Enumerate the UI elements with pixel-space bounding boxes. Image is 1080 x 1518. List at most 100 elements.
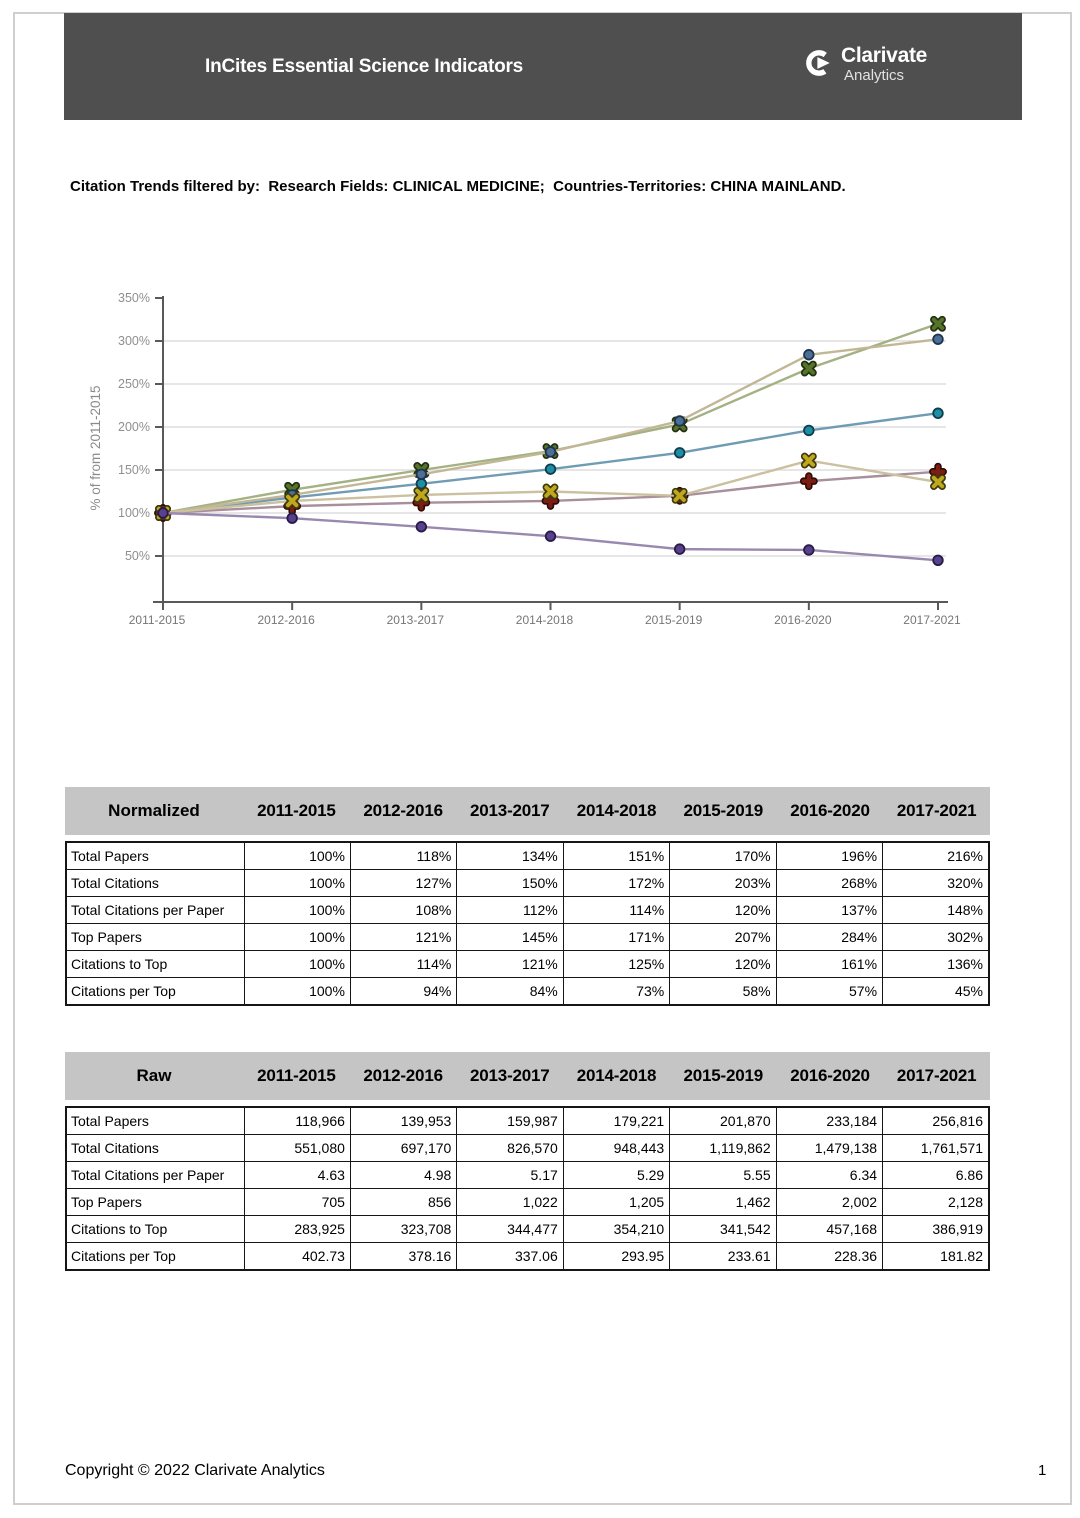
row-label: Total Papers xyxy=(65,841,245,870)
copyright-text: Copyright © 2022 Clarivate Analytics xyxy=(65,1462,325,1479)
year-column-header: 2015-2019 xyxy=(683,1066,763,1085)
table-row: Total Papers 100% 118% 134% 151% 170% 196% 216% xyxy=(65,841,990,870)
brand-text: Clarivate Analytics xyxy=(841,44,928,85)
clarivate-logo: Clarivate Analytics xyxy=(804,45,927,84)
cell-value: 112% xyxy=(456,896,564,924)
table-row: Total Citations per Paper 4.63 4.98 5.17 5.2… xyxy=(65,1161,990,1189)
brand-name: Clarivate xyxy=(841,44,928,67)
cell-value: 354,210 xyxy=(562,1215,671,1243)
filter-description: Citation Trends filtered by: Research Fi… xyxy=(70,178,846,195)
cell-value: 121% xyxy=(349,923,458,951)
svg-text:2011-2015: 2011-2015 xyxy=(129,613,186,627)
cell-value: 337.06 xyxy=(456,1242,564,1271)
app-title: InCites Essential Science Indicators xyxy=(205,56,524,77)
cell-value: 58% xyxy=(669,977,777,1006)
year-column-header: 2013-2017 xyxy=(470,1066,550,1085)
svg-text:100%: 100% xyxy=(118,506,150,520)
cell-value: 302% xyxy=(882,923,990,951)
cell-value: 2,002 xyxy=(775,1188,884,1216)
cell-value: 148% xyxy=(882,896,990,924)
cell-value: 118,966 xyxy=(243,1106,351,1135)
cell-value: 161% xyxy=(775,950,884,978)
cell-value: 201,870 xyxy=(669,1106,777,1135)
row-label: Total Citations xyxy=(65,1134,245,1162)
cell-value: 120% xyxy=(669,896,777,924)
cell-value: 100% xyxy=(243,841,351,870)
table-row: Citations per Top 402.73 378.16 337.06 293.9… xyxy=(65,1242,990,1271)
svg-text:200%: 200% xyxy=(118,420,150,434)
cell-value: 207% xyxy=(669,923,777,951)
clarivate-logo-icon xyxy=(806,50,832,76)
header-bar: InCites Essential Science Indicators Cla… xyxy=(64,13,1022,120)
cell-value: 386,919 xyxy=(882,1215,990,1243)
year-column-header: 2014-2018 xyxy=(576,801,657,820)
svg-text:150%: 150% xyxy=(118,463,150,477)
cell-value: 127% xyxy=(349,869,458,897)
svg-text:250%: 250% xyxy=(118,377,150,391)
cell-value: 256,816 xyxy=(882,1106,990,1135)
row-label: Top Papers xyxy=(65,923,245,951)
year-column-header: 2012-2016 xyxy=(363,1066,443,1085)
cell-value: 125% xyxy=(562,950,671,978)
cell-value: 170% xyxy=(669,841,777,870)
cell-value: 100% xyxy=(243,923,351,951)
row-label: Citations to Top xyxy=(65,950,245,978)
cell-value: 856 xyxy=(349,1188,458,1216)
table-title: Raw xyxy=(136,1066,172,1085)
table-row: Citations per Top 100% 94% 84% 73% 58% 57% 45% xyxy=(65,977,990,1006)
cell-value: 323,708 xyxy=(349,1215,458,1243)
table-row: Top Papers 705 856 1,022 1,205 1,462 2,002 2,12… xyxy=(65,1188,990,1216)
cell-value: 293.95 xyxy=(562,1242,671,1271)
svg-text:2014-2018: 2014-2018 xyxy=(516,613,574,627)
cell-value: 45% xyxy=(882,977,990,1006)
cell-value: 705 xyxy=(243,1188,351,1216)
cell-value: 228.36 xyxy=(775,1242,884,1271)
cell-value: 136% xyxy=(882,950,990,978)
cell-value: 948,443 xyxy=(562,1134,671,1162)
series-citations-to-top xyxy=(155,452,946,521)
cell-value: 5.17 xyxy=(456,1161,564,1189)
cell-value: 179,221 xyxy=(562,1106,671,1135)
cell-value: 137% xyxy=(775,896,884,924)
cell-value: 1,462 xyxy=(669,1188,777,1216)
table-row: Citations to Top 283,925 323,708 344,477 354… xyxy=(65,1215,990,1243)
cell-value: 114% xyxy=(562,896,671,924)
brand-sub: Analytics xyxy=(844,67,905,84)
page-border-frame xyxy=(13,12,1072,1505)
year-column-header: 2014-2018 xyxy=(576,1066,657,1085)
table-row: Total Papers 118,966 139,953 159,987 179,221… xyxy=(65,1106,990,1135)
row-label: Citations per Top xyxy=(65,1242,245,1271)
cell-value: 150% xyxy=(456,869,564,897)
cell-value: 697,170 xyxy=(349,1134,458,1162)
year-column-header: 2015-2019 xyxy=(683,801,763,820)
cell-value: 100% xyxy=(243,950,351,978)
svg-text:2013-2017: 2013-2017 xyxy=(387,613,445,627)
cell-value: 5.29 xyxy=(562,1161,671,1189)
cell-value: 84% xyxy=(456,977,564,1006)
cell-value: 196% xyxy=(775,841,884,870)
cell-value: 171% xyxy=(562,923,671,951)
table-row: Total Citations 551,080 697,170 826,570 948,… xyxy=(65,1134,990,1162)
row-label: Citations to Top xyxy=(65,1215,245,1243)
cell-value: 120% xyxy=(669,950,777,978)
year-column-header: 2011-2015 xyxy=(257,801,336,820)
cell-value: 114% xyxy=(349,950,458,978)
year-column-header: 2013-2017 xyxy=(470,801,550,820)
series-citations-per-top xyxy=(157,507,944,567)
cell-value: 73% xyxy=(562,977,671,1006)
cell-value: 284% xyxy=(775,923,884,951)
cell-value: 1,205 xyxy=(562,1188,671,1216)
cell-value: 145% xyxy=(456,923,564,951)
cell-value: 1,119,862 xyxy=(669,1134,777,1162)
cell-value: 6.34 xyxy=(775,1161,884,1189)
raw-table-header: Raw 2011-2015 2012-2016 2013-2017 2014-2018 2… xyxy=(65,1052,990,1100)
cell-value: 233.61 xyxy=(669,1242,777,1271)
cell-value: 5.55 xyxy=(669,1161,777,1189)
row-label: Total Citations per Paper xyxy=(65,896,245,924)
raw-table: Total Papers 118,966 139,953 159,987 179,221… xyxy=(65,1106,990,1271)
cell-value: 159,987 xyxy=(456,1106,564,1135)
cell-value: 268% xyxy=(775,869,884,897)
cell-value: 139,953 xyxy=(349,1106,458,1135)
table-row: Total Citations 100% 127% 150% 172% 203% 268% 3… xyxy=(65,869,990,897)
